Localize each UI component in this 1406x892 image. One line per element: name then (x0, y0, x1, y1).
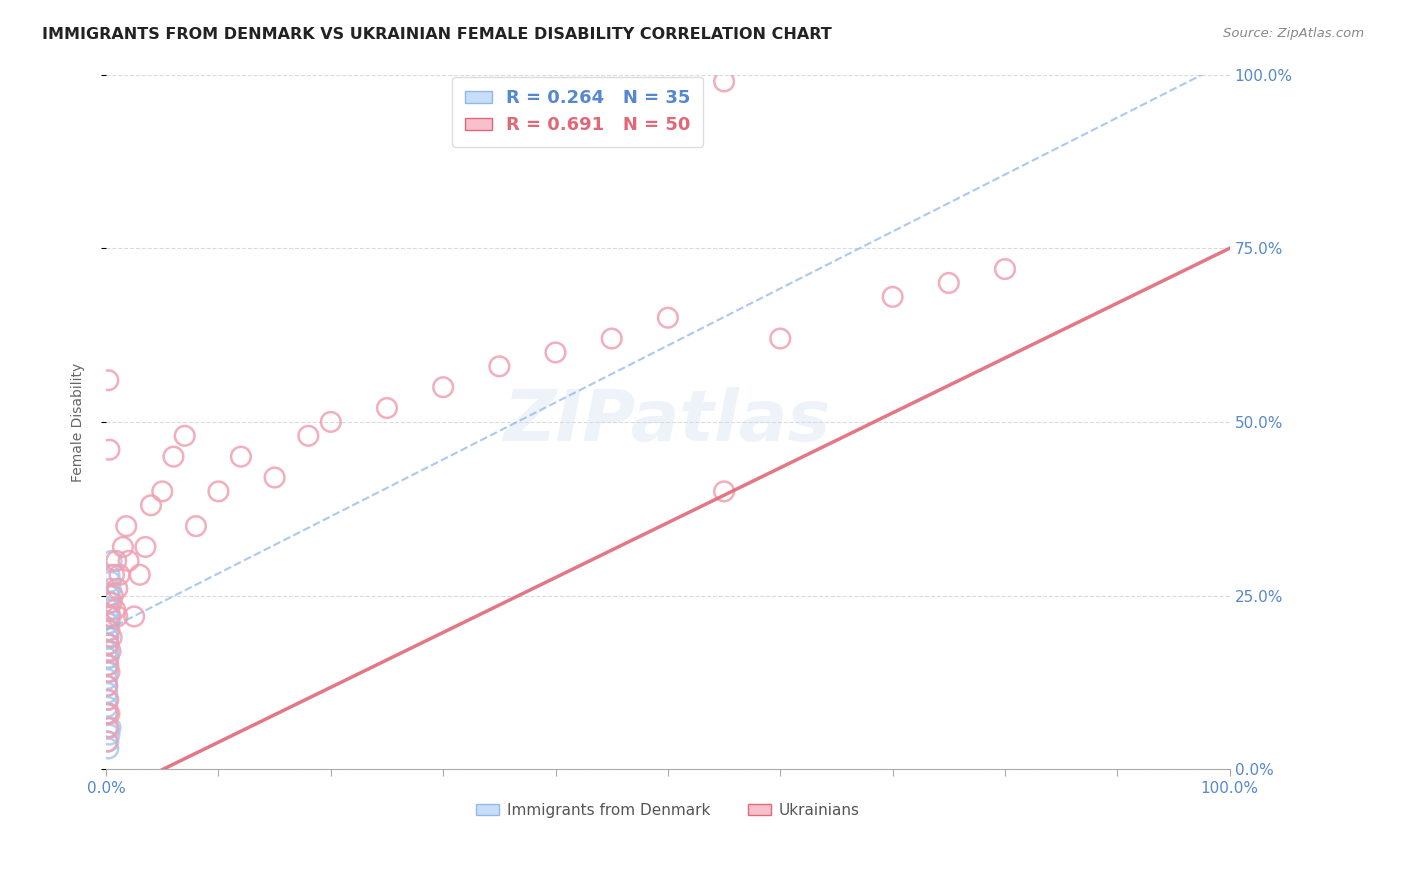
Point (375, 401, 398, 415)
Point (115, 519, 138, 533)
Point (544, 345, 567, 359)
Point (96, 672, 118, 686)
Point (98, 589, 121, 603)
Point (184, 519, 207, 533)
Point (101, 589, 124, 603)
Point (96, 679, 118, 693)
Point (97, 616, 120, 631)
Point (97, 624, 120, 638)
Point (139, 498, 162, 512)
Point (100, 609, 122, 624)
Point (96, 686, 118, 700)
Point (96, 706, 118, 721)
Point (98, 665, 121, 679)
Point (97, 637, 120, 651)
Point (319, 415, 342, 429)
Point (122, 609, 145, 624)
Point (938, 276, 960, 290)
Point (173, 429, 195, 443)
Point (96, 658, 118, 673)
Point (97, 651, 120, 665)
Point (128, 567, 150, 582)
Point (97, 734, 120, 748)
Point (97, 693, 120, 707)
Point (96, 693, 118, 707)
Point (97, 741, 120, 756)
Point (100, 630, 122, 644)
Text: IMMIGRANTS FROM DENMARK VS UKRAINIAN FEMALE DISABILITY CORRELATION CHART: IMMIGRANTS FROM DENMARK VS UKRAINIAN FEM… (42, 27, 832, 42)
Point (105, 609, 128, 624)
Point (100, 644, 122, 658)
Point (97, 630, 120, 644)
Point (229, 450, 252, 464)
Point (97, 373, 120, 387)
Y-axis label: Female Disability: Female Disability (72, 362, 86, 482)
Point (104, 602, 127, 616)
Point (882, 290, 904, 304)
Point (103, 567, 125, 582)
Point (97, 609, 120, 624)
Point (432, 380, 454, 394)
Point (108, 567, 131, 582)
Point (100, 554, 122, 568)
Point (98, 442, 121, 457)
Point (488, 359, 510, 374)
Text: ZIPatlas: ZIPatlas (505, 387, 831, 457)
Point (600, 332, 623, 346)
Point (713, 74, 735, 88)
Point (100, 596, 122, 610)
Point (657, 310, 679, 325)
Point (97, 651, 120, 665)
Point (100, 721, 122, 735)
Point (100, 582, 122, 596)
Point (98, 596, 121, 610)
Point (98, 728, 121, 742)
Point (97, 644, 120, 658)
Point (98, 616, 121, 631)
Text: Source: ZipAtlas.com: Source: ZipAtlas.com (1223, 27, 1364, 40)
Point (97, 658, 120, 673)
Point (98, 609, 121, 624)
Point (96, 644, 118, 658)
Point (96, 699, 118, 714)
Point (150, 484, 173, 499)
Point (994, 262, 1017, 277)
Point (98, 602, 121, 616)
Point (97, 637, 120, 651)
Point (105, 582, 128, 596)
Point (96, 734, 118, 748)
Point (98, 589, 121, 603)
Point (98, 567, 121, 582)
Point (98, 624, 121, 638)
Point (134, 540, 156, 554)
Legend: Immigrants from Denmark, Ukrainians: Immigrants from Denmark, Ukrainians (470, 797, 866, 824)
Point (769, 332, 792, 346)
Point (97, 624, 120, 638)
Point (713, 484, 735, 499)
Point (97, 721, 120, 735)
Point (98, 706, 121, 721)
Point (97, 630, 120, 644)
Point (96, 706, 118, 721)
Point (111, 540, 134, 554)
Point (96, 721, 118, 735)
Point (97, 637, 120, 651)
Point (263, 470, 285, 484)
Point (96, 665, 118, 679)
Point (297, 429, 319, 443)
Point (105, 554, 128, 568)
Point (162, 450, 184, 464)
Point (117, 554, 139, 568)
Point (96, 679, 118, 693)
Point (100, 574, 122, 589)
Point (207, 484, 229, 499)
